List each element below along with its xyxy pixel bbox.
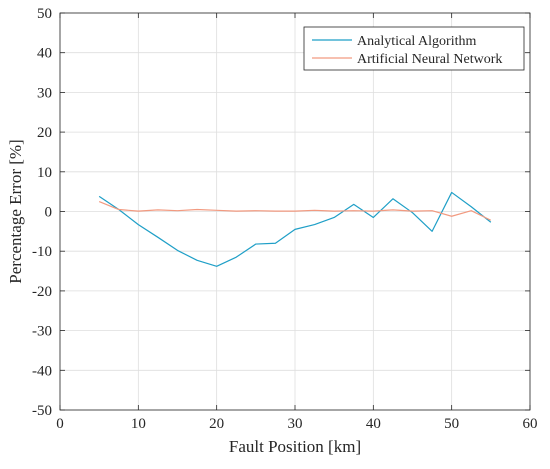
x-tick-label: 0 (56, 416, 64, 432)
x-tick-label: 30 (288, 416, 303, 432)
x-tick-label: 60 (523, 416, 538, 432)
y-tick-label: -50 (32, 403, 52, 419)
legend-label-ann: Artificial Neural Network (357, 52, 502, 67)
series-line-0 (98, 191, 492, 267)
y-tick-label: 50 (37, 6, 52, 22)
y-tick-label: 10 (37, 165, 52, 181)
x-tick-label: 10 (131, 416, 146, 432)
y-tick-label: 40 (37, 46, 52, 62)
axis-ticks: 0 10 20 30 40 50 60 -50 -40 -30 -20 -10 0 10 20 30 40 50 (32, 6, 538, 432)
legend-box (303, 26, 525, 71)
series-line-1 (98, 201, 492, 221)
x-axis-label: Fault Position [km] (229, 437, 361, 456)
x-tick-label: 50 (444, 416, 459, 432)
x-tick-label: 40 (366, 416, 381, 432)
y-axis-label: Percentage Error [%] (6, 139, 25, 283)
y-tick-label: -30 (32, 324, 52, 340)
series-lines (98, 191, 492, 267)
legend: Analytical Algorithm Artificial Neural N… (303, 26, 525, 71)
y-tick-label: -10 (32, 244, 52, 260)
y-tick-label: 0 (45, 205, 53, 221)
y-tick-label: -20 (32, 284, 52, 300)
y-tick-label: 30 (37, 85, 52, 101)
y-tick-label: 20 (37, 125, 52, 141)
y-tick-label: -40 (32, 363, 52, 379)
x-tick-label: 20 (209, 416, 224, 432)
legend-label-analytical: Analytical Algorithm (357, 34, 476, 49)
